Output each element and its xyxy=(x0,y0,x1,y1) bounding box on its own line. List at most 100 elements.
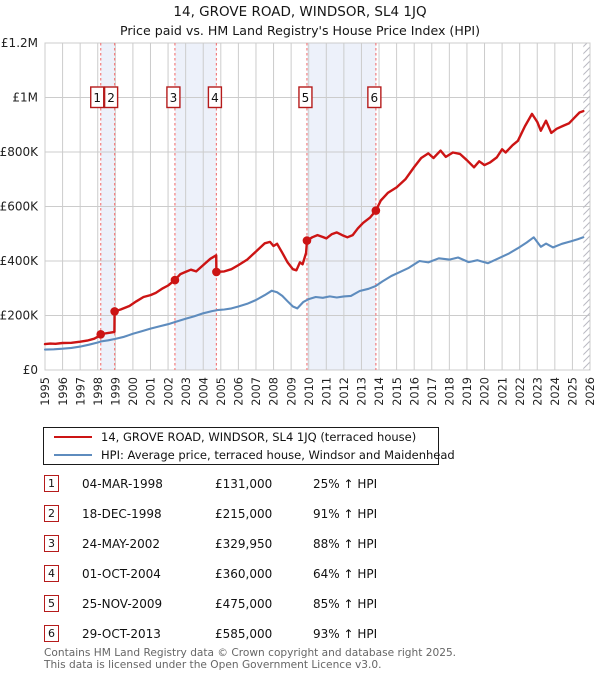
y-tick-label-600000: £600K xyxy=(0,200,39,214)
row-date: 04-MAR-1998 xyxy=(82,477,163,491)
row-price: £475,000 xyxy=(215,597,273,611)
row-price: £329,950 xyxy=(215,537,273,551)
x-tick-label-1996: 1996 xyxy=(57,377,70,406)
x-tick-label-2024: 2024 xyxy=(549,377,562,406)
row-price: £585,000 xyxy=(215,627,273,641)
x-tick-label-2002: 2002 xyxy=(162,377,175,406)
x-tick-label-2011: 2011 xyxy=(320,377,333,406)
transaction-box-4 xyxy=(207,86,223,109)
x-tick-label-2012: 2012 xyxy=(338,377,351,406)
transaction-box-3 xyxy=(166,86,181,109)
row-hpi-comparison: 64% ↑ HPI xyxy=(313,567,378,581)
series-line-hpi xyxy=(43,236,585,351)
transaction-box-2 xyxy=(103,86,119,109)
x-tick-label-2013: 2013 xyxy=(356,377,369,406)
footer-line-1: Contains HM Land Registry data © Crown c… xyxy=(44,647,457,659)
y-tick-label-1200000: £1.2M xyxy=(1,36,38,50)
transaction-box-label-4: 4 xyxy=(211,91,219,105)
row-number-badge: 3 xyxy=(44,535,59,552)
y-tick-label-200000: £200K xyxy=(0,309,39,323)
table-row: 2 18-DEC-1998 £215,000 91% ↑ HPI xyxy=(0,505,600,529)
legend-swatch-hpi xyxy=(54,454,92,456)
footer-line-2: This data is licensed under the Open Gov… xyxy=(44,658,382,671)
row-hpi-comparison: 93% ↑ HPI xyxy=(313,627,378,641)
legend-label-hpi: HPI: Average price, terraced house, Wind… xyxy=(101,448,455,462)
x-tick-label-2003: 2003 xyxy=(180,377,193,406)
x-tick-label-2022: 2022 xyxy=(514,377,527,406)
legend-swatch-property xyxy=(54,436,92,438)
row-date: 29-OCT-2013 xyxy=(82,627,161,641)
transaction-box-label-6: 6 xyxy=(371,91,379,105)
x-tick-label-2004: 2004 xyxy=(197,377,210,406)
x-tick-label-2020: 2020 xyxy=(479,377,492,406)
row-number-badge: 5 xyxy=(44,595,59,612)
transaction-dot-2 xyxy=(110,307,119,316)
transaction-box-1 xyxy=(90,86,105,109)
x-tick-label-1998: 1998 xyxy=(92,377,105,406)
row-date: 25-NOV-2009 xyxy=(82,597,163,611)
transaction-dot-4 xyxy=(212,267,221,277)
y-tick-label-800000: £800K xyxy=(0,145,39,159)
transaction-box-label-2: 2 xyxy=(107,91,115,105)
row-hpi-comparison: 91% ↑ HPI xyxy=(313,507,378,521)
table-row: 3 24-MAY-2002 £329,950 88% ↑ HPI xyxy=(0,535,600,559)
legend-label-property: 14, GROVE ROAD, WINDSOR, SL4 1JQ (terrac… xyxy=(101,430,417,444)
x-tick-label-2000: 2000 xyxy=(127,377,140,406)
transaction-box-label-1: 1 xyxy=(93,91,101,105)
transaction-dot-6 xyxy=(371,206,381,215)
legend-item-property: 14, GROVE ROAD, WINDSOR, SL4 1JQ (terrac… xyxy=(44,430,438,445)
x-tick-label-2023: 2023 xyxy=(531,377,544,406)
table-row: 6 29-OCT-2013 £585,000 93% ↑ HPI xyxy=(0,625,600,649)
row-number-badge: 2 xyxy=(44,505,59,522)
row-price: £215,000 xyxy=(215,507,273,521)
transaction-box-label-5: 5 xyxy=(302,91,310,105)
row-hpi-comparison: 85% ↑ HPI xyxy=(313,597,378,611)
row-hpi-comparison: 25% ↑ HPI xyxy=(313,477,378,491)
x-tick-label-2019: 2019 xyxy=(461,377,474,406)
row-number-badge: 4 xyxy=(44,565,59,582)
x-tick-label-2018: 2018 xyxy=(444,377,457,406)
x-tick-label-2008: 2008 xyxy=(268,377,281,406)
transaction-box-5 xyxy=(298,86,313,109)
future-hatch-region xyxy=(583,43,590,370)
x-tick-label-2005: 2005 xyxy=(215,377,228,406)
table-row: 5 25-NOV-2009 £475,000 85% ↑ HPI xyxy=(0,595,600,619)
price-history-chart: 1 2 3 4 5 6 £0 £200K £400K £600K £800K £1M £1.2M 1995… xyxy=(0,36,597,406)
x-tick-label-1995: 1995 xyxy=(39,377,52,406)
row-hpi-comparison: 88% ↑ HPI xyxy=(313,537,378,551)
x-tick-label-2025: 2025 xyxy=(567,377,580,406)
x-tick-label-2017: 2017 xyxy=(426,377,439,406)
x-tick-label-2016: 2016 xyxy=(408,377,421,406)
x-tick-label-2009: 2009 xyxy=(285,377,298,406)
transaction-dot-1 xyxy=(96,330,106,339)
y-tick-label-400000: £400K xyxy=(0,254,39,268)
x-tick-label-2006: 2006 xyxy=(233,377,246,406)
page-title: 14, GROVE ROAD, WINDSOR, SL4 1JQ xyxy=(173,4,427,20)
x-tick-label-2021: 2021 xyxy=(496,377,509,406)
row-date: 24-MAY-2002 xyxy=(82,537,161,551)
transaction-dot-5 xyxy=(302,236,312,245)
page-subtitle: Price paid vs. HM Land Registry's House … xyxy=(119,23,481,38)
transaction-box-6 xyxy=(367,86,382,109)
x-tick-label-1999: 1999 xyxy=(110,377,123,406)
row-price: £131,000 xyxy=(215,477,273,491)
row-date: 18-DEC-1998 xyxy=(82,507,162,521)
x-tick-label-2010: 2010 xyxy=(303,377,316,406)
x-tick-label-2001: 2001 xyxy=(145,377,158,406)
transaction-box-label-3: 3 xyxy=(170,91,178,105)
row-price: £360,000 xyxy=(215,567,273,581)
x-tick-label-1997: 1997 xyxy=(74,377,87,406)
row-number-badge: 1 xyxy=(44,475,59,492)
y-tick-label-0: £0 xyxy=(23,363,38,377)
row-date: 01-OCT-2004 xyxy=(82,567,161,581)
y-tick-label-1000000: £1M xyxy=(12,91,38,105)
legend-item-hpi: HPI: Average price, terraced house, Wind… xyxy=(44,448,455,463)
x-tick-label-2007: 2007 xyxy=(250,377,263,406)
table-row: 1 04-MAR-1998 £131,000 25% ↑ HPI xyxy=(0,475,600,499)
chart-legend: 14, GROVE ROAD, WINDSOR, SL4 1JQ (terrac… xyxy=(43,427,455,465)
x-tick-label-2014: 2014 xyxy=(373,377,386,406)
copyright-footer: Contains HM Land Registry data © Crown c… xyxy=(44,647,457,671)
transaction-dot-3 xyxy=(170,275,180,285)
table-row: 4 01-OCT-2004 £360,000 64% ↑ HPI xyxy=(0,565,600,589)
row-number-badge: 6 xyxy=(44,625,59,642)
